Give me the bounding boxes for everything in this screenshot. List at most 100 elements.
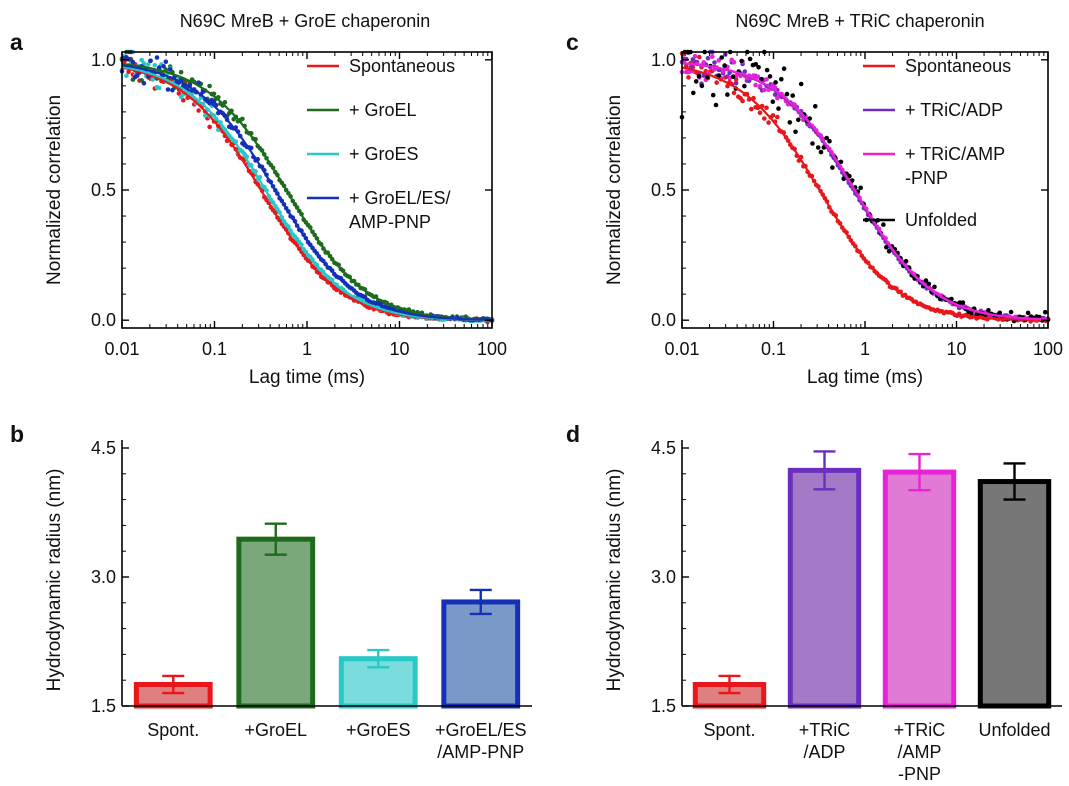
y-axis-label-line: Hydrodynamic radius (nm) xyxy=(604,469,625,692)
y-axis-label: Normalized correlation xyxy=(44,95,65,285)
y-tick-label-line: 1.5 xyxy=(651,696,676,716)
data-point xyxy=(847,173,852,179)
x-tick-label: 100 xyxy=(477,339,507,359)
x-tick-label-line: 0.01 xyxy=(664,339,699,359)
data-point xyxy=(699,83,705,89)
data-point xyxy=(807,116,812,121)
x-tick-label-line: 10 xyxy=(389,339,409,359)
category-label: +TRiC/ADP xyxy=(799,720,851,762)
data-point xyxy=(730,74,736,79)
plot-b: Spont. +GroEL +GroES +GroEL/ES/AMP-PNP 1.5 3.… xyxy=(44,438,532,762)
data-point xyxy=(764,105,769,111)
data-point xyxy=(753,62,759,67)
legend-label-line: + TRiC/ADP xyxy=(905,100,1003,120)
data-point xyxy=(692,54,698,59)
plot-c: 0.01 0.1 1 10 100 0.0 0.5 1.0 Lag time (ms) Norma… xyxy=(604,49,1063,388)
data-point xyxy=(712,60,717,65)
data-point xyxy=(725,83,730,89)
legend-label: + TRiC/ADP xyxy=(905,100,1003,120)
category-label: +GroES xyxy=(346,720,411,740)
data-point xyxy=(126,69,131,75)
data-point xyxy=(997,310,1003,316)
data-point xyxy=(202,113,208,118)
x-tick-label: 100 xyxy=(1033,339,1063,359)
data-point xyxy=(165,87,171,92)
legend-label: Unfolded xyxy=(905,210,977,230)
x-tick-label: 0.1 xyxy=(761,339,786,359)
category-label-line: +TRiC xyxy=(799,720,851,740)
data-point xyxy=(705,74,710,80)
data-point xyxy=(1025,310,1031,316)
data-point xyxy=(714,80,719,85)
category-label: +GroEL/ES/AMP-PNP xyxy=(435,720,527,762)
y-axis-label: Hydrodynamic radius (nm) xyxy=(604,469,625,692)
series-3-points xyxy=(119,49,495,323)
category-label-line: Spont. xyxy=(147,720,199,740)
x-tick-label: 10 xyxy=(946,339,966,359)
y-tick-label: 4.5 xyxy=(651,438,676,458)
bar xyxy=(882,469,957,709)
data-point xyxy=(710,92,716,98)
data-point xyxy=(167,67,173,72)
category-label-line: /AMP xyxy=(897,742,941,762)
data-point xyxy=(740,98,745,104)
data-point xyxy=(770,113,776,118)
data-point xyxy=(139,57,144,63)
y-tick-label: 1.0 xyxy=(91,50,116,70)
data-point xyxy=(858,185,863,191)
data-point xyxy=(881,222,886,227)
data-point xyxy=(686,75,691,80)
data-point xyxy=(240,116,245,122)
data-point xyxy=(713,102,719,108)
y-tick-label-line: 0.5 xyxy=(91,180,116,200)
data-point xyxy=(775,114,780,120)
category-label: +TRiC/AMP -PNP xyxy=(894,720,946,784)
x-tick-label: 1 xyxy=(860,339,870,359)
data-point xyxy=(691,90,696,96)
y-tick-label-line: 0.0 xyxy=(91,310,116,330)
legend-label: + TRiC/AMP -PNP xyxy=(905,144,1005,188)
y-tick-label-line: 1.0 xyxy=(651,50,676,70)
data-point xyxy=(684,63,689,69)
data-point xyxy=(1008,309,1014,315)
y-axis-label-line: Hydrodynamic radius (nm) xyxy=(44,469,65,692)
bar xyxy=(787,467,862,709)
data-point xyxy=(716,58,722,63)
y-axis-label-line: Normalized correlation xyxy=(604,95,625,285)
data-point xyxy=(731,90,737,96)
data-point xyxy=(932,284,937,290)
plot-d: Spont. +TRiC/ADP+TRiC/AMP -PNPUnfolded1.53… xyxy=(604,438,1062,784)
data-point xyxy=(176,91,182,96)
legend: Spontaneous + GroEL + GroES + GroEL/ES/AMP-… xyxy=(307,56,455,232)
data-point xyxy=(841,176,846,182)
data-point xyxy=(716,73,722,78)
data-point xyxy=(705,55,711,61)
x-axis-label-line: Lag time (ms) xyxy=(249,367,365,388)
y-tick-label: 0.5 xyxy=(91,180,116,200)
data-point xyxy=(141,81,147,86)
panel-letter-b: b xyxy=(10,421,24,447)
x-axis-label: Lag time (ms) xyxy=(249,367,365,388)
data-point xyxy=(150,77,155,82)
legend-label-line: + GroEL/ES/ xyxy=(349,188,451,208)
category-label-line: -PNP xyxy=(898,764,941,784)
data-point xyxy=(849,178,855,183)
data-point xyxy=(710,54,715,59)
category-label-line: +GroEL/ES xyxy=(435,720,527,740)
legend-label-line: + TRiC/AMP xyxy=(905,144,1005,164)
legend-label-line: AMP-PNP xyxy=(349,212,431,232)
plot-a: 0.01 0.1 1 10 100 0.0 0.5 1.0 Lag time (ms) Norma… xyxy=(44,49,507,388)
data-point xyxy=(762,87,767,93)
series-0-points xyxy=(679,51,1051,324)
data-point xyxy=(824,135,829,141)
data-point xyxy=(969,310,974,316)
data-point xyxy=(719,55,724,60)
data-point xyxy=(178,69,184,75)
data-point xyxy=(696,74,702,79)
fit-line-2 xyxy=(681,62,1048,321)
panel-letter-c: c xyxy=(566,29,579,55)
data-point xyxy=(152,63,158,68)
data-point xyxy=(747,56,753,62)
series-1-points xyxy=(119,49,495,323)
x-tick-label-line: 0.1 xyxy=(761,339,786,359)
